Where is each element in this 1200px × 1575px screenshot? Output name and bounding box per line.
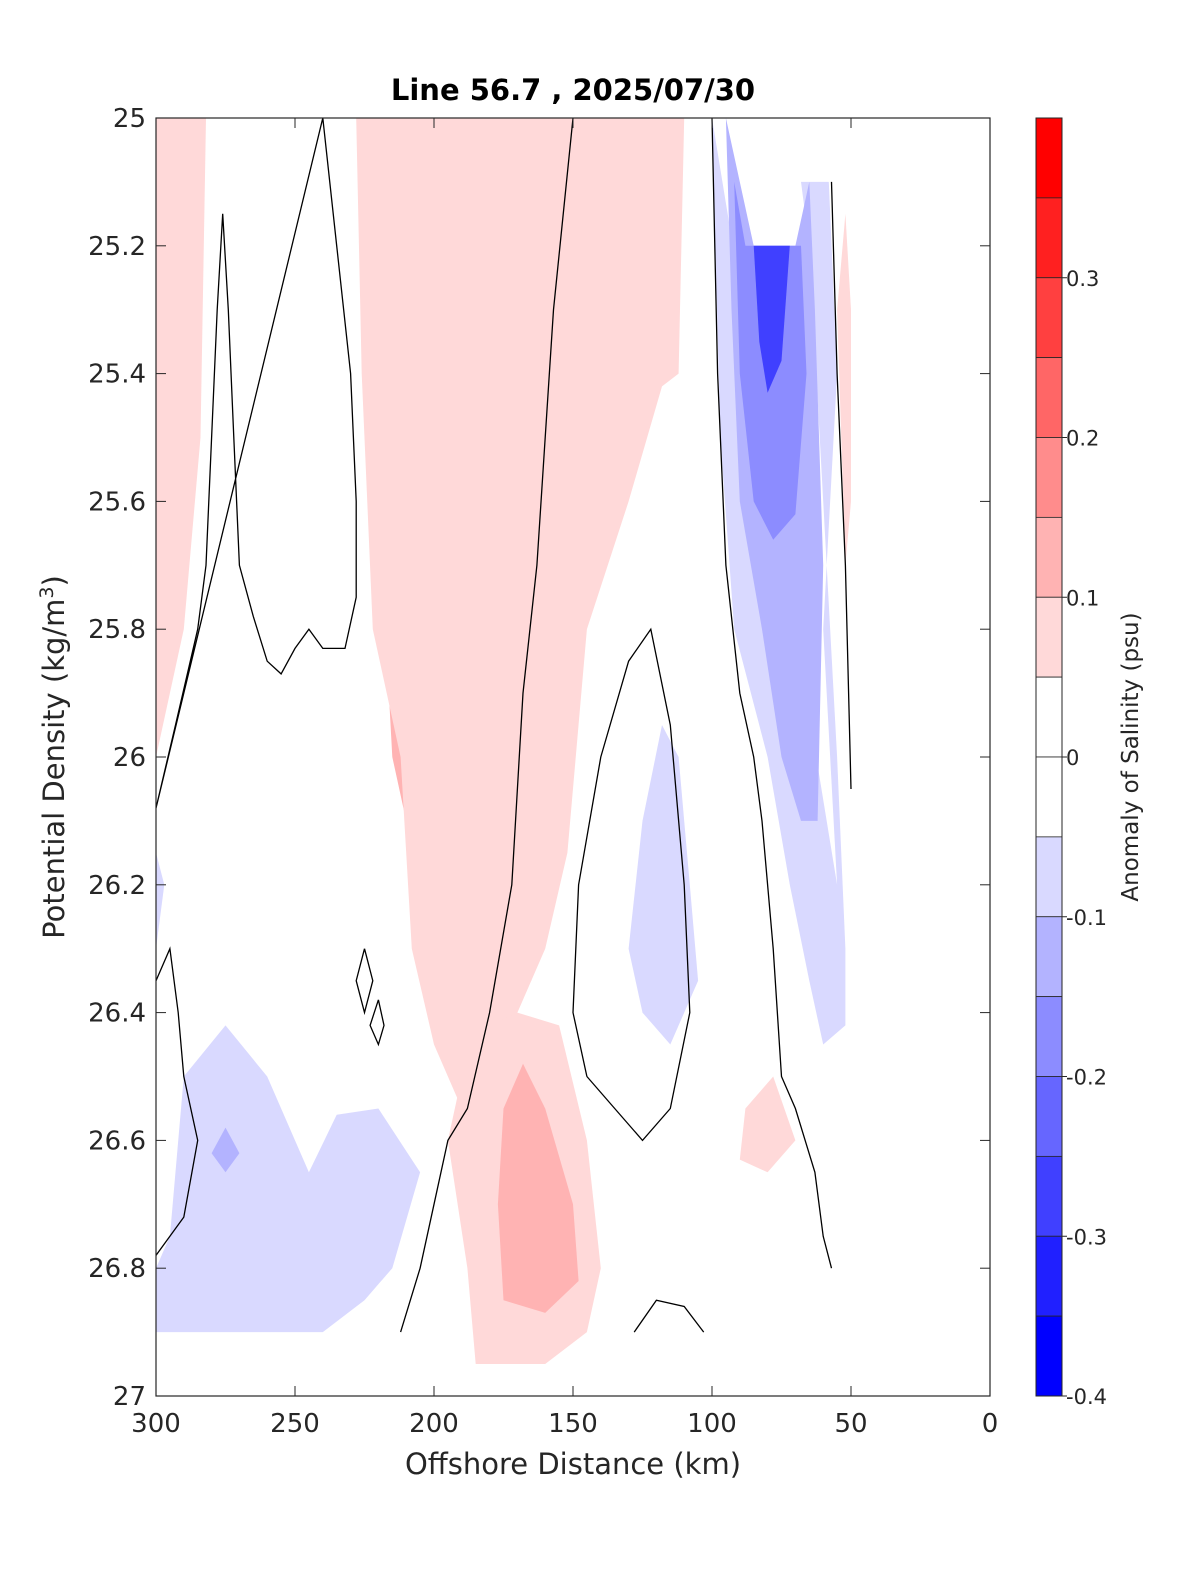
colorbar-level [1035,1076,1063,1157]
colorbar-level [1035,676,1063,758]
region-neg-mid [628,725,699,1045]
region-pos-east-small [837,213,851,566]
x-tick-label: 250 [270,1409,320,1439]
y-tick-label: 26.8 [88,1254,146,1284]
colorbar-tick-label: 0.2 [1066,427,1099,451]
colorbar-tick-label: 0 [1066,746,1079,770]
colorbar-level [1035,277,1063,359]
colorbar-tick-label: -0.1 [1066,906,1107,930]
region-neg-southwest [156,1025,421,1333]
zero-contour-6 [572,627,691,1142]
y-tick-label: 26 [113,743,146,773]
x-tick-label: 50 [834,1409,867,1439]
colorbar-level [1035,1155,1063,1237]
region-pos-southeast [739,1076,796,1173]
colorbar-level [1035,836,1063,918]
y-tick-label: 27 [113,1382,146,1412]
y-tick-label: 25.4 [88,360,146,390]
region-pos-west-3 [156,118,206,757]
chart-title: Line 56.7 , 2025/07/30 [391,73,755,107]
colorbar-tick-label: -0.2 [1066,1066,1107,1090]
y-tick-label: 25 [113,104,146,134]
colorbar-tick-label: -0.3 [1066,1225,1107,1249]
y-tick-label: 25.8 [88,615,146,645]
region-neg-east-4 [753,245,790,393]
y-tick-label: 26.4 [88,999,146,1029]
colorbar-level [1035,596,1063,678]
y-tick-label: 25.6 [88,487,146,517]
colorbar-level [1035,357,1063,438]
zero-contour-5 [633,1299,705,1333]
x-tick-label: 150 [548,1409,598,1439]
colorbar-title: Anomaly of Salinity (psu) [1118,612,1144,901]
y-axis-title-close: ) [37,575,71,586]
region-neg-west-small [156,852,165,949]
zero-contour-4 [711,118,833,1269]
colorbar-level [1035,197,1063,279]
zero-contour-9 [369,999,385,1047]
zero-contour-2 [156,946,199,1256]
region-pos-core-6 [356,118,685,1109]
y-axis-title-sup: 3 [36,586,58,598]
colorbar-level [1035,437,1063,518]
colorbar-level [1035,916,1063,998]
y-axis-title: Potential Density (kg/m3) [36,575,71,939]
x-tick-label: 200 [409,1409,459,1439]
colorbar-level [1035,756,1063,838]
x-tick-label: 0 [982,1409,999,1439]
colorbar-tick-label: 0.3 [1066,267,1099,291]
zero-contour-lines [156,118,852,1333]
x-tick-label: 300 [131,1409,181,1439]
colorbar-level [1035,1315,1063,1397]
zero-contour-8 [355,948,374,1016]
colorbar: 0.3 0.2 0.1 0 -0.1 -0.2 -0.3 -0.4 [1035,117,1107,1409]
region-pos-deep-2 [497,1063,579,1313]
zero-contour-3 [399,118,574,1333]
y-axis-ticks: 25 25.2 25.4 25.6 25.8 26 26.2 26.4 26.6 26.8 27 [88,104,990,1412]
colorbar-tick-label: -0.4 [1066,1385,1107,1409]
colorbar-level [1035,996,1063,1077]
colorbar-level [1035,1235,1063,1317]
x-axis-ticks: 300 250 200 150 100 50 0 [131,118,998,1439]
x-axis-title: Offshore Distance (km) [405,1447,741,1481]
colorbar-level [1035,117,1063,199]
colorbar-level [1035,516,1063,598]
colorbar-tick-label: 0.1 [1066,586,1099,610]
y-tick-label: 26.2 [88,871,146,901]
filled-contour-regions [156,118,851,1364]
region-neg-southwest-dot [211,1127,240,1173]
y-axis-title-main: Potential Density (kg/m [37,599,71,939]
x-tick-label: 100 [687,1409,737,1439]
y-tick-label: 26.6 [88,1126,146,1156]
y-tick-label: 25.2 [88,232,146,262]
zero-contour-1 [156,118,357,809]
zero-contour-7 [830,181,852,790]
